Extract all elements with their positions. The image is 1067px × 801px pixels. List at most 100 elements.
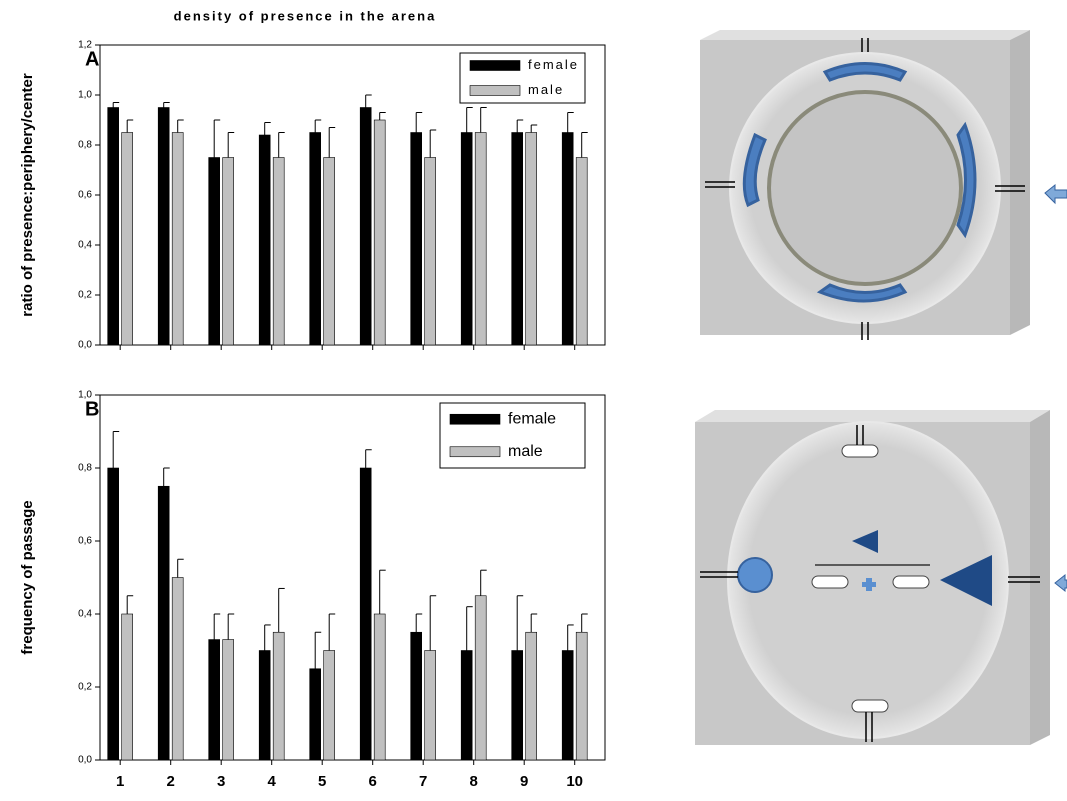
bar bbox=[461, 133, 472, 346]
bar bbox=[324, 158, 335, 346]
bar bbox=[209, 158, 220, 346]
error-bar bbox=[329, 128, 335, 158]
error-bar bbox=[467, 108, 473, 133]
bar bbox=[360, 468, 371, 760]
error-bar bbox=[329, 614, 335, 651]
error-bar bbox=[568, 625, 574, 651]
arena-diagram-bottom bbox=[695, 410, 1067, 745]
y-tick-label: 0,2 bbox=[78, 290, 92, 301]
error-bar bbox=[164, 468, 170, 486]
error-bar bbox=[279, 588, 285, 632]
chart-title: density of presence in the arena bbox=[174, 8, 437, 23]
bar bbox=[273, 632, 284, 760]
bar bbox=[526, 632, 537, 760]
legend-label: female bbox=[528, 57, 579, 72]
error-bar bbox=[517, 596, 523, 651]
error-bar bbox=[531, 125, 537, 133]
bar bbox=[425, 651, 436, 761]
error-bar bbox=[380, 113, 386, 121]
bar bbox=[223, 158, 234, 346]
x-tick-label: 2 bbox=[167, 773, 175, 790]
error-bar bbox=[113, 103, 119, 108]
bar bbox=[273, 158, 284, 346]
bar bbox=[108, 468, 119, 760]
error-bar bbox=[430, 130, 436, 158]
y-tick-label: 0,8 bbox=[78, 463, 92, 474]
error-bar bbox=[517, 120, 523, 133]
bar bbox=[411, 133, 422, 346]
legend-label: male bbox=[508, 443, 543, 460]
panel-label: B bbox=[85, 398, 99, 420]
x-tick-label: 9 bbox=[520, 773, 528, 790]
x-tick-label: 6 bbox=[369, 773, 377, 790]
bar bbox=[512, 651, 523, 761]
error-bar bbox=[164, 103, 170, 108]
bar bbox=[122, 133, 133, 346]
bar bbox=[259, 135, 270, 345]
x-tick-label: 1 bbox=[116, 773, 124, 790]
x-tick-label: 7 bbox=[419, 773, 427, 790]
y-tick-label: 0,4 bbox=[78, 609, 92, 620]
figure: density of presence in the arenaAratio o… bbox=[0, 0, 1067, 801]
error-bar bbox=[481, 570, 487, 596]
bar bbox=[223, 640, 234, 760]
bar bbox=[576, 158, 587, 346]
error-bar bbox=[315, 120, 321, 133]
bar bbox=[374, 614, 385, 760]
error-bar bbox=[467, 607, 473, 651]
y-axis-label: frequency of passage bbox=[19, 500, 36, 654]
bar bbox=[562, 651, 573, 761]
error-bar bbox=[265, 625, 271, 651]
y-tick-label: 0,4 bbox=[78, 240, 92, 251]
x-tick-label: 3 bbox=[217, 773, 225, 790]
y-tick-label: 1,0 bbox=[78, 390, 92, 401]
bar bbox=[122, 614, 133, 760]
x-tick-label: 4 bbox=[268, 773, 277, 790]
error-bar bbox=[265, 123, 271, 136]
bar bbox=[461, 651, 472, 761]
bar bbox=[209, 640, 220, 760]
legend-swatch bbox=[450, 447, 500, 457]
error-bar bbox=[214, 614, 220, 640]
error-bar bbox=[416, 113, 422, 133]
x-tick-label: 5 bbox=[318, 773, 326, 790]
legend-swatch bbox=[470, 61, 520, 71]
bar bbox=[259, 651, 270, 761]
error-bar bbox=[127, 120, 133, 133]
bar bbox=[512, 133, 523, 346]
error-bar bbox=[228, 133, 234, 158]
bar bbox=[411, 632, 422, 760]
error-bar bbox=[430, 596, 436, 651]
error-bar bbox=[178, 120, 184, 133]
error-bar bbox=[416, 614, 422, 632]
bar bbox=[425, 158, 436, 346]
error-bar bbox=[582, 133, 588, 158]
error-bar bbox=[366, 95, 372, 108]
error-bar bbox=[178, 559, 184, 577]
error-bar bbox=[214, 120, 220, 158]
legend-swatch bbox=[470, 86, 520, 96]
y-tick-label: 0,2 bbox=[78, 682, 92, 693]
bar bbox=[310, 133, 321, 346]
error-bar bbox=[279, 133, 285, 158]
arena-diagram-top bbox=[700, 30, 1067, 340]
error-bar bbox=[531, 614, 537, 632]
bar bbox=[324, 651, 335, 761]
x-tick-label: 10 bbox=[566, 773, 583, 790]
bar bbox=[475, 596, 486, 760]
bar bbox=[158, 486, 169, 760]
bar bbox=[475, 133, 486, 346]
error-bar bbox=[315, 632, 321, 669]
bar bbox=[526, 133, 537, 346]
y-tick-label: 0,6 bbox=[78, 190, 92, 201]
y-tick-label: 1,0 bbox=[78, 90, 92, 101]
legend-label: male bbox=[528, 82, 564, 97]
error-bar bbox=[113, 432, 119, 469]
y-tick-label: 0,8 bbox=[78, 140, 92, 151]
bar bbox=[576, 632, 587, 760]
error-bar bbox=[380, 570, 386, 614]
error-bar bbox=[127, 596, 133, 614]
legend-label: female bbox=[508, 410, 556, 427]
y-tick-label: 0,0 bbox=[78, 755, 92, 766]
error-bar bbox=[568, 113, 574, 133]
